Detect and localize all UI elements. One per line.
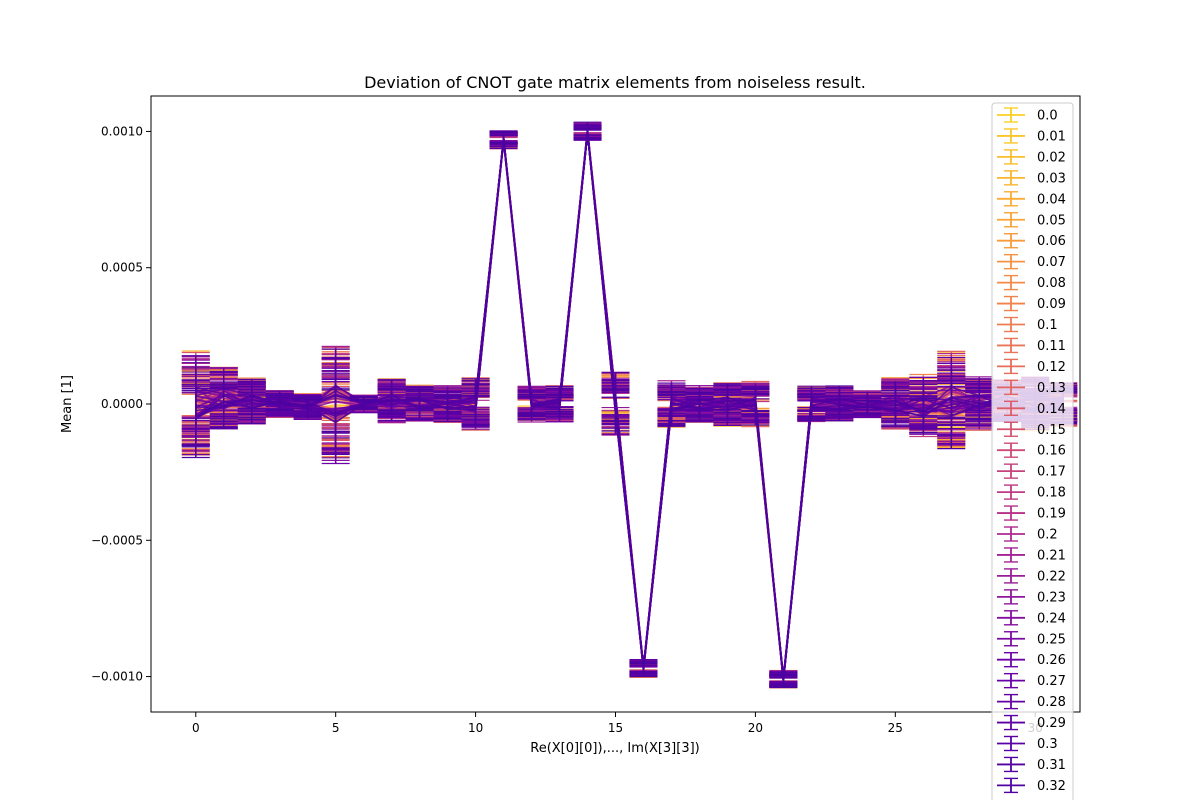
series-layer [181,121,1078,689]
chart-title: Deviation of CNOT gate matrix elements f… [364,73,866,92]
